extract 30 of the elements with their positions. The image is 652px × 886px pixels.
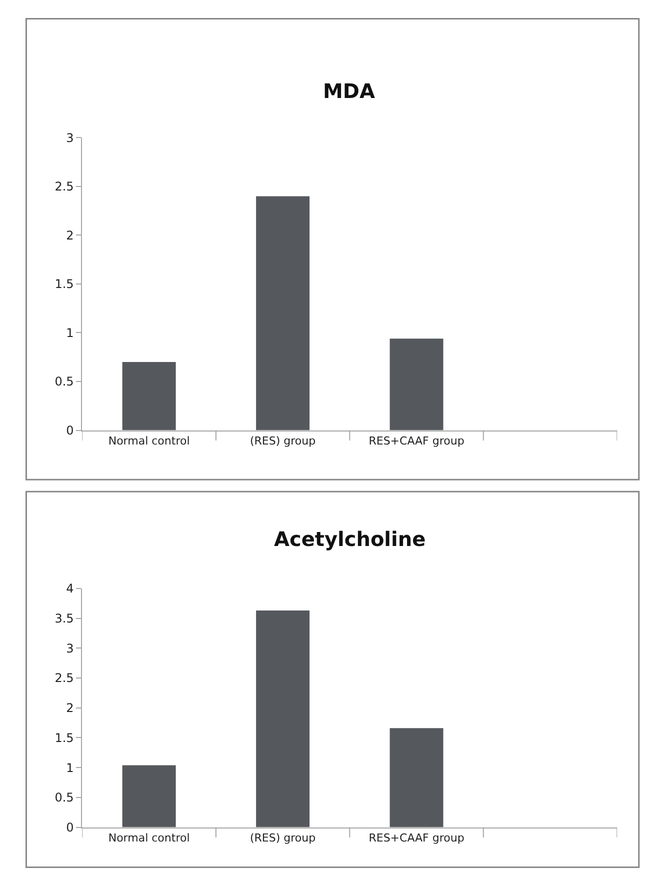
bar	[390, 338, 444, 430]
y-tick-label: 0	[66, 423, 74, 438]
y-tick-label: 0.5	[54, 790, 74, 805]
y-tick-label: 3	[66, 130, 74, 145]
x-tick-label: RES+CAAF group	[368, 831, 464, 844]
y-tick-label: 1	[66, 326, 74, 340]
x-tick-label: RES+CAAF group	[368, 434, 464, 448]
bar	[256, 196, 310, 430]
bar	[256, 610, 310, 828]
y-tick-label: 1.5	[54, 730, 74, 745]
x-tick-label: Normal control	[108, 831, 190, 844]
y-tick-label: 2.5	[54, 671, 74, 686]
y-tick-label: 0	[66, 820, 74, 834]
y-tick-label: 4	[66, 582, 74, 596]
y-tick-label: 0.5	[54, 374, 74, 389]
y-tick-label: 3.5	[54, 611, 74, 626]
chart-title: Acetylcholine	[274, 527, 426, 551]
y-tick-label: 1	[66, 760, 74, 775]
y-tick-label: 3	[66, 641, 74, 656]
bar	[122, 765, 176, 828]
bar	[122, 362, 176, 430]
y-tick-label: 2	[66, 701, 74, 716]
chart-title: MDA	[323, 79, 376, 103]
x-tick-label: Normal control	[108, 434, 190, 448]
x-tick-label: (RES) group	[250, 831, 316, 844]
x-tick-label: (RES) group	[250, 434, 316, 448]
y-tick-label: 2.5	[54, 180, 74, 194]
bar	[390, 728, 444, 828]
y-tick-label: 1.5	[54, 277, 74, 292]
y-tick-label: 2	[66, 228, 74, 242]
